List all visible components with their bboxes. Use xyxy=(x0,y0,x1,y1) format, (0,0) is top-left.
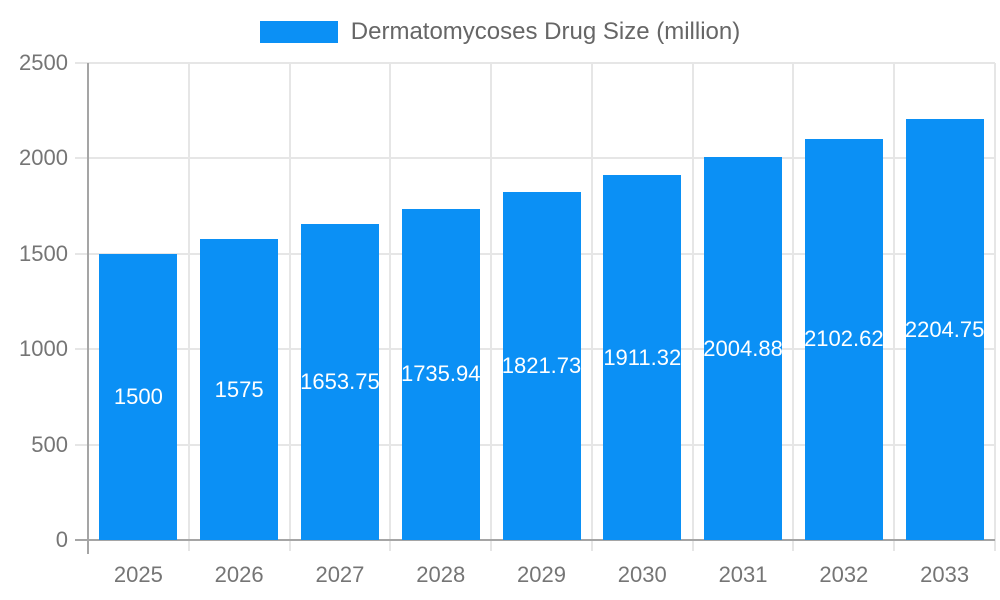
bar-2031[interactable]: 2004.88 xyxy=(704,157,783,540)
x-gridline xyxy=(490,63,493,540)
x-axis-tick xyxy=(691,540,694,551)
bar-2026[interactable]: 1575 xyxy=(200,239,279,540)
bar-value-label: 1575 xyxy=(214,376,264,402)
x-axis-tick-label: 2029 xyxy=(517,562,566,587)
x-axis-tick-label: 2032 xyxy=(819,562,869,587)
y-axis-tick xyxy=(75,348,88,351)
x-axis-tick-label: 2027 xyxy=(315,562,365,587)
bar-value-label: 1911.32 xyxy=(603,344,682,370)
bar-value-label: 1821.73 xyxy=(502,353,581,379)
y-axis-tick-label: 1500 xyxy=(19,240,68,266)
x-axis-tick xyxy=(389,540,392,551)
x-gridline xyxy=(187,63,190,540)
x-axis-tick xyxy=(288,540,291,551)
y-axis-tick-label: 1000 xyxy=(19,336,68,362)
bar-value-label: 1735.94 xyxy=(401,361,480,387)
bar-2025[interactable]: 1500 xyxy=(99,253,178,540)
bar-2029[interactable]: 1821.73 xyxy=(502,192,581,540)
bar-value-label: 1500 xyxy=(113,383,163,409)
y-axis-tick-label: 0 xyxy=(55,527,68,552)
x-gridline xyxy=(288,63,291,540)
legend-item[interactable]: Dermatomycoses Drug Size (million) xyxy=(259,18,741,46)
y-axis-tick-label: 2500 xyxy=(19,50,68,75)
y-axis-tick-label: 500 xyxy=(31,431,68,457)
x-axis-tick-label: 2030 xyxy=(617,562,667,587)
bar-value-label: 2004.88 xyxy=(704,335,783,361)
y-axis-tick xyxy=(75,157,88,160)
x-axis-tick xyxy=(994,540,996,551)
x-gridline xyxy=(691,63,694,540)
bar-2027[interactable]: 1653.75 xyxy=(300,224,379,540)
x-gridline xyxy=(994,63,996,540)
x-axis-tick-label: 2033 xyxy=(920,562,970,587)
x-axis-tick-label: 2025 xyxy=(113,562,163,587)
y-axis-tick-label: 2000 xyxy=(19,145,68,171)
y-axis-tick xyxy=(75,62,88,64)
bar-value-label: 2204.75 xyxy=(905,316,984,342)
x-gridline xyxy=(590,63,593,540)
y-axis-tick xyxy=(75,252,88,255)
x-axis-tick xyxy=(490,540,493,551)
legend: Dermatomycoses Drug Size (million) xyxy=(0,18,1000,46)
bar-2028[interactable]: 1735.94 xyxy=(401,208,480,540)
x-axis-tick-label: 2031 xyxy=(718,562,768,587)
x-axis-tick xyxy=(187,540,190,551)
x-axis-tick xyxy=(792,540,795,551)
x-axis-line xyxy=(75,539,995,541)
x-axis-tick xyxy=(893,540,896,551)
y-gridline xyxy=(88,62,995,64)
y-gridline xyxy=(88,157,995,160)
bar-2033[interactable]: 2204.75 xyxy=(905,119,984,540)
bar-2030[interactable]: 1911.32 xyxy=(603,175,682,540)
x-gridline xyxy=(792,63,795,540)
x-axis-tick-label: 2026 xyxy=(214,562,264,587)
bar-2032[interactable]: 2102.62 xyxy=(804,138,883,540)
legend-swatch-icon xyxy=(259,21,338,43)
x-axis-tick xyxy=(590,540,593,551)
y-axis-tick xyxy=(75,443,88,446)
legend-label: Dermatomycoses Drug Size (million) xyxy=(350,18,741,45)
x-gridline xyxy=(389,63,392,540)
bar-value-label: 1653.75 xyxy=(300,369,379,395)
x-axis-tick-label: 2028 xyxy=(416,562,466,587)
x-gridline xyxy=(893,63,896,540)
y-axis-line xyxy=(87,63,89,554)
bar-value-label: 2102.62 xyxy=(804,326,883,352)
